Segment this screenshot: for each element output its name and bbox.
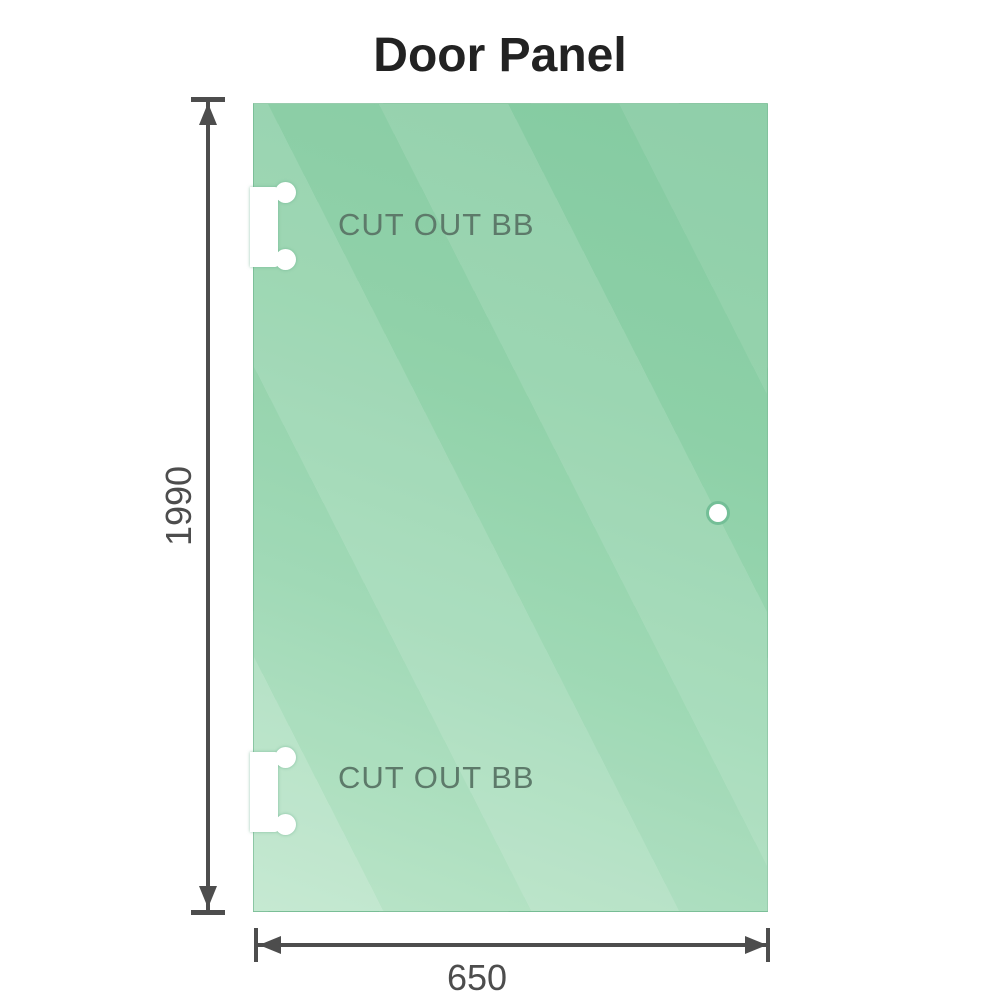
page-title: Door Panel	[373, 29, 627, 82]
height-value: 1990	[158, 465, 199, 547]
hinge-cutout-bottom	[250, 745, 298, 837]
cutout-label-bottom: CUT OUT BB	[338, 760, 535, 795]
cutout-corner-hole	[275, 249, 296, 270]
cutout-corner-hole	[275, 747, 296, 768]
extension-cap-top	[191, 97, 225, 102]
cutout-notch-rect	[250, 187, 278, 267]
extension-cap-bottom	[191, 910, 225, 915]
arrowhead-up-icon	[199, 103, 217, 125]
hinge-cutout-top	[250, 180, 298, 272]
arrowhead-right-icon	[745, 936, 767, 954]
width-value: 650	[446, 957, 508, 998]
width-dimension-line	[258, 943, 768, 947]
cutout-label-top: CUT OUT BB	[338, 207, 535, 242]
cutout-notch-rect	[250, 752, 278, 832]
handle-hole	[706, 501, 730, 525]
height-dimension-line	[206, 100, 210, 912]
arrowhead-down-icon	[199, 886, 217, 908]
glass-panel	[253, 103, 768, 912]
extension-tick-right	[766, 928, 770, 962]
arrowhead-left-icon	[259, 936, 281, 954]
cutout-corner-hole	[275, 814, 296, 835]
cutout-corner-hole	[275, 182, 296, 203]
extension-tick-left	[254, 928, 258, 962]
